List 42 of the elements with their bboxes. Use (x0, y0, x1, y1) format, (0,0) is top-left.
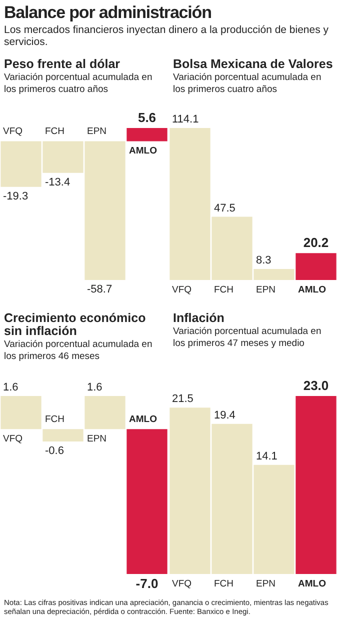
data-label: 5.6 (138, 110, 156, 126)
data-label: 19.4 (214, 409, 236, 422)
data-label: 8.3 (256, 254, 272, 266)
x-tick-label: EPN (87, 126, 107, 138)
data-label: -7.0 (136, 576, 158, 592)
data-label: 23.0 (303, 378, 329, 394)
chart-subtitle: Variación porcentual acumulada en los primeros cuatro años (173, 72, 322, 96)
chart-title: Peso frente al dólar (4, 57, 122, 71)
x-tick-label: VFQ (3, 126, 23, 138)
x-tick-label: VFQ (172, 284, 192, 296)
chart-subtitle: Variación porcentual acumulada en los primeros 46 meses (4, 339, 154, 363)
x-tick-label: FCH (45, 414, 65, 425)
chart-subtitle: Variación porcentual acumulada en los primeros 47 meses y medio (173, 326, 322, 350)
x-tick-label: FCH (214, 284, 234, 296)
data-label: -19.3 (3, 190, 28, 202)
x-tick-label: EPN (87, 433, 107, 444)
data-label: -13.4 (45, 176, 70, 188)
x-tick-label: AMLO (298, 578, 326, 590)
data-label: 1.6 (87, 382, 102, 394)
x-tick-label: FCH (45, 126, 65, 138)
data-label: -0.6 (45, 445, 64, 458)
text: Los mercados financieros inyectan dinero a la producción de bienes y servicios. (4, 24, 330, 48)
x-tick-label: EPN (256, 578, 276, 590)
x-tick-label: VFQ (172, 578, 192, 590)
data-label: 1.6 (3, 382, 18, 394)
chart-subtitle: Variación porcentual acumulada en los primeros cuatro años (4, 72, 154, 96)
x-tick-label: AMLO (298, 284, 326, 296)
data-label: 20.2 (303, 235, 329, 250)
data-label: -58.7 (87, 284, 112, 296)
chart-title: Inflación (173, 311, 226, 325)
data-label: 21.5 (172, 393, 194, 406)
x-tick-label: FCH (214, 578, 234, 590)
data-label: 14.1 (256, 450, 278, 462)
data-label: 47.5 (214, 202, 236, 214)
x-tick-label: AMLO (129, 414, 157, 425)
data-label: 114.1 (172, 114, 199, 126)
text: Balance por administración (4, 3, 212, 23)
x-tick-label: VFQ (3, 433, 23, 444)
x-tick-label: AMLO (129, 146, 157, 157)
chart-title: Crecimiento económico sin inflación (4, 311, 147, 338)
x-tick-label: EPN (256, 284, 276, 296)
chart-title: Bolsa Mexicana de Valores (173, 57, 333, 71)
